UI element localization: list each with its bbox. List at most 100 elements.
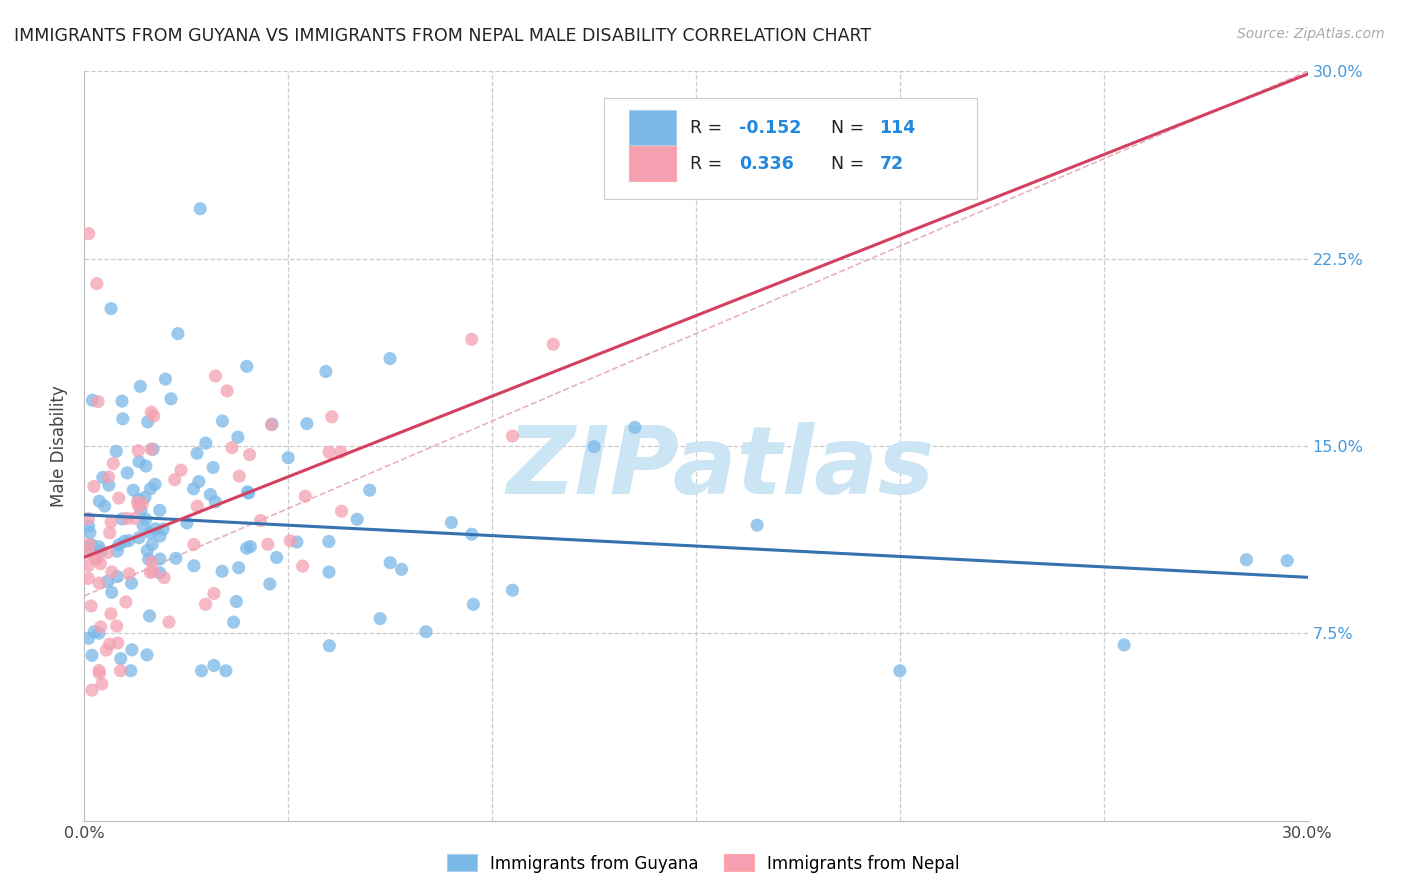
Point xyxy=(90,620,112,634)
Point xyxy=(391,562,413,576)
Point xyxy=(80,538,103,552)
Point xyxy=(117,466,139,480)
Point xyxy=(124,511,146,525)
Point xyxy=(100,585,122,599)
Point xyxy=(77,571,100,585)
Point xyxy=(135,458,157,473)
Point xyxy=(77,227,100,241)
Point xyxy=(100,301,122,316)
Point xyxy=(190,664,212,678)
Point xyxy=(107,491,129,505)
Point xyxy=(291,559,314,574)
Point xyxy=(165,551,187,566)
Point xyxy=(236,359,259,374)
Point xyxy=(378,351,401,366)
FancyBboxPatch shape xyxy=(628,146,676,181)
Point xyxy=(202,460,225,475)
Point xyxy=(183,537,205,551)
Point xyxy=(318,445,340,459)
Point xyxy=(415,624,437,639)
Point xyxy=(87,540,110,554)
Point xyxy=(77,519,100,533)
Point xyxy=(318,534,340,549)
Point xyxy=(79,537,101,551)
Point xyxy=(77,558,100,573)
Point xyxy=(186,500,208,514)
Point xyxy=(176,516,198,530)
Point xyxy=(138,608,160,623)
Point xyxy=(84,551,107,566)
Point xyxy=(204,495,226,509)
Point xyxy=(221,441,243,455)
Text: -0.152: -0.152 xyxy=(738,119,801,136)
Point xyxy=(294,489,316,503)
Text: 114: 114 xyxy=(880,119,915,136)
Point xyxy=(89,666,111,681)
Point xyxy=(128,492,150,507)
Point xyxy=(141,442,163,457)
Point xyxy=(80,683,103,698)
Point xyxy=(186,446,208,460)
Point xyxy=(132,518,155,533)
Point xyxy=(121,642,143,657)
Point xyxy=(211,414,233,428)
Point xyxy=(226,430,249,444)
Point xyxy=(77,541,100,555)
Point xyxy=(98,525,121,540)
Point xyxy=(502,583,524,598)
Point xyxy=(93,499,115,513)
Point xyxy=(257,537,280,551)
Point xyxy=(136,415,159,429)
Point xyxy=(100,607,122,621)
Point xyxy=(461,332,484,346)
Point xyxy=(143,477,166,491)
Legend: Immigrants from Guyana, Immigrants from Nepal: Immigrants from Guyana, Immigrants from … xyxy=(440,847,966,880)
Point xyxy=(87,626,110,640)
Text: ZIPatlas: ZIPatlas xyxy=(506,423,935,515)
Point xyxy=(105,444,128,458)
Point xyxy=(121,576,143,591)
Point xyxy=(278,533,301,548)
Point xyxy=(105,544,128,558)
Point xyxy=(149,529,172,543)
Point xyxy=(259,577,281,591)
Text: IMMIGRANTS FROM GUYANA VS IMMIGRANTS FROM NEPAL MALE DISABILITY CORRELATION CHAR: IMMIGRANTS FROM GUYANA VS IMMIGRANTS FRO… xyxy=(14,27,872,45)
Point xyxy=(139,482,162,496)
Point xyxy=(187,475,209,489)
Point xyxy=(188,202,211,216)
Point xyxy=(368,612,391,626)
Point xyxy=(110,664,132,678)
Point xyxy=(295,417,318,431)
Point xyxy=(440,516,463,530)
Point xyxy=(127,495,149,509)
Point xyxy=(131,496,153,510)
Point xyxy=(1114,638,1136,652)
Point xyxy=(91,470,114,484)
Point xyxy=(1236,553,1258,567)
Point xyxy=(747,518,769,533)
Point xyxy=(202,658,225,673)
Text: 0.336: 0.336 xyxy=(738,154,793,172)
Point xyxy=(149,552,172,566)
Point xyxy=(239,540,262,554)
Point xyxy=(77,545,100,559)
Point xyxy=(1277,554,1299,568)
Point xyxy=(583,440,606,454)
Point xyxy=(111,512,134,526)
Point xyxy=(111,411,134,425)
Point xyxy=(82,393,104,408)
Point xyxy=(239,448,262,462)
Point xyxy=(194,436,217,450)
Point xyxy=(97,545,120,559)
Point xyxy=(136,543,159,558)
Point xyxy=(225,594,247,608)
Text: R =: R = xyxy=(690,119,727,136)
Point xyxy=(135,512,157,526)
Point xyxy=(86,277,108,291)
Point xyxy=(107,636,129,650)
Point xyxy=(110,651,132,665)
Point xyxy=(87,394,110,409)
Point xyxy=(502,429,524,443)
Point xyxy=(134,491,156,505)
FancyBboxPatch shape xyxy=(605,97,977,199)
